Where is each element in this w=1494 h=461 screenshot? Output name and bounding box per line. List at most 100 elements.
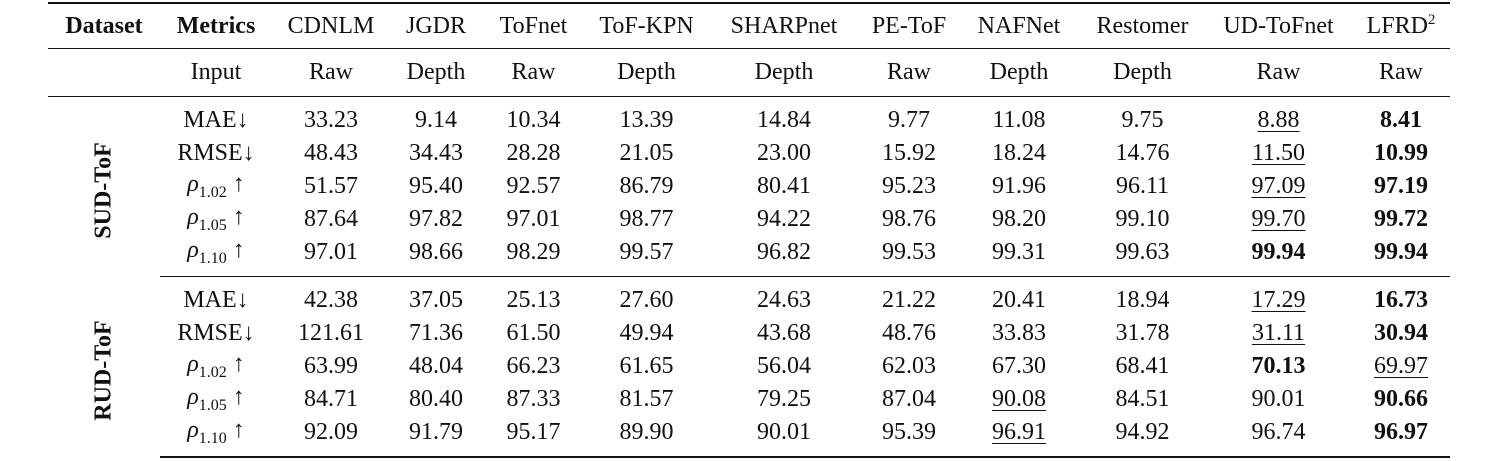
- metric-name: ρ: [187, 171, 199, 198]
- value-cell: 98.76: [860, 203, 958, 236]
- value-cell: 81.57: [585, 383, 708, 416]
- value: 86.79: [619, 173, 674, 199]
- value-cell: 11.08: [958, 97, 1080, 138]
- value-cell: 80.40: [390, 383, 482, 416]
- metric-name: ρ: [187, 237, 199, 264]
- value-cell: 49.94: [585, 317, 708, 350]
- value-cell: 97.01: [482, 203, 585, 236]
- metric-name: RMSE: [177, 320, 243, 346]
- value: 91.96: [992, 173, 1046, 199]
- value-cell: 27.60: [585, 277, 708, 318]
- header-cell: CDNLM: [272, 2, 390, 49]
- header-row: Dataset Metrics CDNLM JGDR ToFnet ToF-KPN SHAR…: [48, 2, 1450, 49]
- value-cell: 14.84: [708, 97, 860, 138]
- value-cell: 71.36: [390, 317, 482, 350]
- value-cell: 33.83: [958, 317, 1080, 350]
- input-cell: Depth: [390, 48, 482, 97]
- value: 33.23: [304, 107, 358, 133]
- value: 28.28: [506, 140, 561, 166]
- value: 27.60: [619, 287, 674, 313]
- empty-cell: [48, 48, 160, 97]
- value: 98.77: [619, 206, 674, 232]
- value: 69.97: [1374, 353, 1428, 379]
- group-label: SUD-ToF: [90, 142, 117, 239]
- metric-subscript: 1.05: [198, 216, 227, 234]
- value: 16.73: [1374, 287, 1428, 313]
- value: 99.57: [619, 239, 674, 265]
- value-cell: 99.94: [1205, 236, 1352, 277]
- column-header: UD-ToFnet: [1223, 12, 1334, 39]
- value-cell: 91.79: [390, 416, 482, 458]
- value: 8.41: [1380, 107, 1422, 133]
- value-cell: 43.68: [708, 317, 860, 350]
- value: 63.99: [304, 353, 358, 379]
- value: 96.82: [757, 239, 811, 265]
- value: 20.41: [992, 287, 1046, 313]
- value: 99.72: [1374, 206, 1428, 232]
- value: 10.99: [1374, 140, 1428, 166]
- data-row: ρ1.02 ↑ 63.99 48.04 66.23 61.65 56.04 62.03 67.3…: [48, 350, 1450, 383]
- value-cell: 97.09: [1205, 170, 1352, 203]
- value-cell: 94.92: [1080, 416, 1205, 458]
- value-cell: 84.71: [272, 383, 390, 416]
- value: 95.39: [882, 419, 936, 445]
- value-cell: 66.23: [482, 350, 585, 383]
- value-cell: 8.88: [1205, 97, 1352, 138]
- value: 87.33: [506, 386, 561, 412]
- value-cell: 68.41: [1080, 350, 1205, 383]
- value: 10.34: [506, 107, 561, 133]
- data-row: ρ1.05 ↑ 87.64 97.82 97.01 98.77 94.22 98.76 98.2…: [48, 203, 1450, 236]
- value-cell: 11.50: [1205, 137, 1352, 170]
- value: 87.04: [882, 386, 936, 412]
- value-cell: 16.73: [1352, 277, 1450, 318]
- value: 96.91: [992, 419, 1046, 445]
- value-cell: 9.77: [860, 97, 958, 138]
- results-table: Dataset Metrics CDNLM JGDR ToFnet ToF-KPN SHAR…: [48, 2, 1450, 458]
- value-cell: 10.34: [482, 97, 585, 138]
- value-cell: 90.08: [958, 383, 1080, 416]
- metric-cell: ρ1.02 ↑: [160, 170, 272, 203]
- value: 92.09: [304, 419, 358, 445]
- metric-name: ρ: [187, 204, 199, 231]
- group-label: RUD-ToF: [90, 320, 117, 421]
- value: 99.53: [882, 239, 936, 265]
- value: 56.04: [757, 353, 811, 379]
- value: 99.94: [1374, 239, 1428, 265]
- value-cell: 20.41: [958, 277, 1080, 318]
- value-cell: 98.77: [585, 203, 708, 236]
- value: 97.09: [1251, 173, 1306, 199]
- value-cell: 80.41: [708, 170, 860, 203]
- metric-name: ρ: [187, 417, 199, 444]
- data-row: ρ1.10 ↑ 92.09 91.79 95.17 89.90 90.01 95.39 96.9…: [48, 416, 1450, 458]
- value-cell: 96.74: [1205, 416, 1352, 458]
- column-header: Restomer: [1096, 12, 1189, 39]
- metric-arrow: ↓: [236, 287, 249, 313]
- value-cell: 94.22: [708, 203, 860, 236]
- value-cell: 87.64: [272, 203, 390, 236]
- value-cell: 99.57: [585, 236, 708, 277]
- value: 97.01: [304, 239, 358, 265]
- input-cell: Depth: [1080, 48, 1205, 97]
- value-cell: 21.05: [585, 137, 708, 170]
- header-cell: PE-ToF: [860, 2, 958, 49]
- metric-subscript: 1.02: [198, 363, 227, 381]
- metric-cell: MAE↓: [160, 97, 272, 138]
- metric-cell: ρ1.10 ↑: [160, 236, 272, 277]
- value-cell: 9.75: [1080, 97, 1205, 138]
- value: 48.04: [409, 353, 463, 379]
- header-cell: NAFNet: [958, 2, 1080, 49]
- value-cell: 63.99: [272, 350, 390, 383]
- column-header: JGDR: [405, 12, 466, 39]
- value-cell: 96.11: [1080, 170, 1205, 203]
- value-cell: 37.05: [390, 277, 482, 318]
- value: 24.63: [757, 287, 811, 313]
- value-cell: 61.50: [482, 317, 585, 350]
- value: 67.30: [992, 353, 1046, 379]
- group-cell: SUD-ToF: [48, 97, 160, 277]
- value: 48.76: [882, 320, 936, 346]
- value: 34.43: [409, 140, 463, 166]
- metric-arrow: ↓: [236, 107, 249, 133]
- metric-arrow: ↓: [242, 140, 255, 166]
- value-cell: 92.09: [272, 416, 390, 458]
